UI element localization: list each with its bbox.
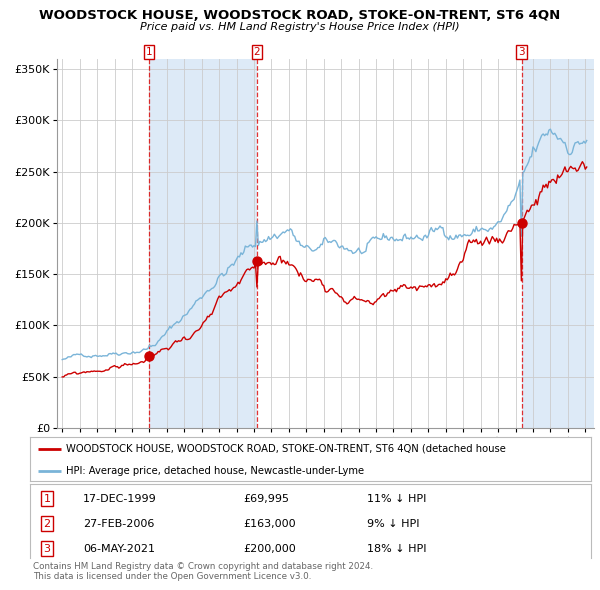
Text: Contains HM Land Registry data © Crown copyright and database right 2024.
This d: Contains HM Land Registry data © Crown c… — [33, 562, 373, 581]
Text: 18% ↓ HPI: 18% ↓ HPI — [367, 544, 426, 553]
Bar — [521, 59, 594, 428]
Text: 1: 1 — [145, 47, 152, 57]
Text: 11% ↓ HPI: 11% ↓ HPI — [367, 494, 426, 503]
Text: £200,000: £200,000 — [243, 544, 296, 553]
Text: £163,000: £163,000 — [243, 519, 296, 529]
Text: HPI: Average price, detached house, Newcastle-under-Lyme: HPI: Average price, detached house, Newc… — [67, 466, 365, 476]
Bar — [149, 59, 257, 428]
Text: 3: 3 — [518, 47, 525, 57]
Bar — [57, 59, 149, 428]
Text: Price paid vs. HM Land Registry's House Price Index (HPI): Price paid vs. HM Land Registry's House … — [140, 22, 460, 32]
Text: 9% ↓ HPI: 9% ↓ HPI — [367, 519, 419, 529]
Bar — [257, 59, 521, 428]
Text: 2: 2 — [43, 519, 50, 529]
Text: WOODSTOCK HOUSE, WOODSTOCK ROAD, STOKE-ON-TRENT, ST6 4QN: WOODSTOCK HOUSE, WOODSTOCK ROAD, STOKE-O… — [40, 9, 560, 22]
Text: 06-MAY-2021: 06-MAY-2021 — [83, 544, 155, 553]
Text: 2: 2 — [253, 47, 260, 57]
Text: 17-DEC-1999: 17-DEC-1999 — [83, 494, 157, 503]
Text: WOODSTOCK HOUSE, WOODSTOCK ROAD, STOKE-ON-TRENT, ST6 4QN (detached house: WOODSTOCK HOUSE, WOODSTOCK ROAD, STOKE-O… — [67, 444, 506, 454]
Text: 1: 1 — [43, 494, 50, 503]
Text: £69,995: £69,995 — [243, 494, 289, 503]
Text: 27-FEB-2006: 27-FEB-2006 — [83, 519, 155, 529]
Text: 3: 3 — [43, 544, 50, 553]
